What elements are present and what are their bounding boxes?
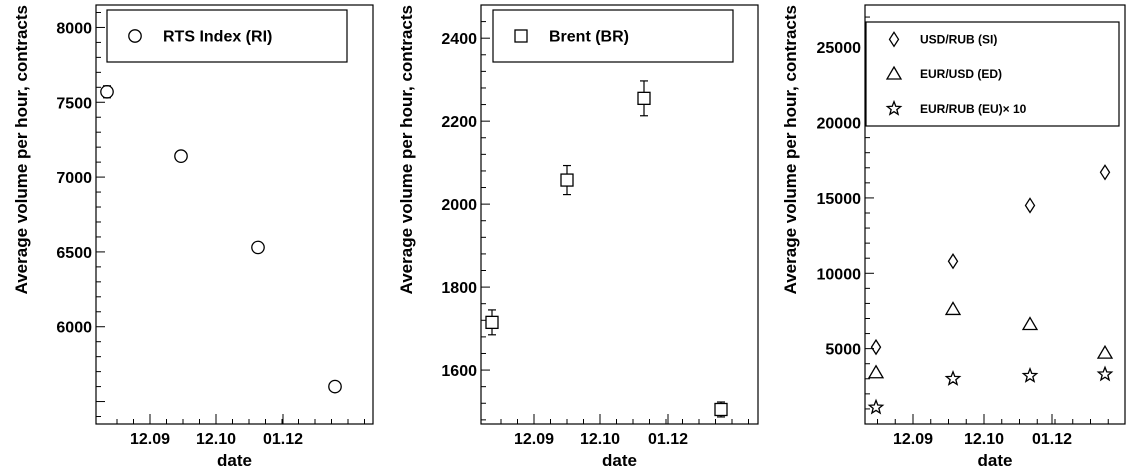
legend-marker-circle (128, 29, 142, 43)
chart-panel-3: 5000 10000 15000 20000 25000 12.09 12.10 01.12 d… (781, 4, 1126, 470)
y-tick-label: 10000 (817, 266, 862, 283)
data-point-square (485, 315, 499, 330)
series-1 (100, 84, 342, 394)
y-tick-label: 2400 (441, 31, 477, 48)
y-tick-label: 5000 (825, 342, 861, 359)
plot-frame (95, 4, 374, 425)
y-axis-label: Average volume per hour, contracts (781, 5, 800, 294)
legend-box (106, 9, 348, 63)
y-tick-label: 1600 (441, 363, 477, 380)
legend-label: EUR/USD (ED) (920, 67, 1002, 81)
x-axis-label: date (602, 451, 637, 470)
chart-panel-1: 6000 6500 7000 7500 8000 12.09 12.10 01.12 date A… (12, 4, 374, 470)
data-point-star (1021, 366, 1039, 383)
series-1 (870, 164, 1111, 356)
data-point-circle (328, 379, 342, 394)
y-tick-label: 8000 (56, 20, 92, 37)
series-3 (867, 365, 1114, 415)
y-tick-label: 2000 (441, 197, 477, 214)
legend-label: USD/RUB (SI) (920, 33, 997, 47)
y-tick-label: 1800 (441, 280, 477, 297)
legend: Brent (BR) (492, 9, 734, 63)
data-point-diamond (1024, 197, 1036, 214)
x-axis-label: date (978, 451, 1013, 470)
x-tick-label: 12.09 (893, 431, 933, 448)
legend-marker-star (885, 99, 903, 116)
legend-marker-diamond (888, 31, 900, 48)
legend-box (492, 9, 734, 63)
y-axis-label: Average volume per hour, contracts (12, 5, 31, 294)
legend-label: Brent (BR) (549, 29, 629, 46)
data-point-triangle (1021, 316, 1039, 331)
x-tick-label: 12.09 (514, 431, 554, 448)
data-point-star (867, 398, 885, 415)
y-tick-label: 6500 (56, 245, 92, 262)
y-tick-label: 7500 (56, 95, 92, 112)
y-tick-label: 25000 (817, 40, 862, 57)
x-tick-label: 12.09 (130, 431, 170, 448)
legend-label: RTS Index (RI) (163, 29, 272, 46)
series-2 (867, 301, 1114, 379)
legend-label: EUR/RUB (EU)× 10 (920, 102, 1027, 116)
y-tick-label: 6000 (56, 320, 92, 337)
y-axis-label: Average volume per hour, contracts (397, 5, 416, 294)
data-point-square (637, 91, 651, 105)
legend-box (865, 21, 1120, 127)
x-tick-label: 12.10 (196, 431, 236, 448)
data-point-star (944, 369, 962, 386)
data-point-diamond (870, 338, 882, 356)
y-tick-label: 15000 (817, 191, 862, 208)
plot-frame (480, 4, 759, 425)
data-point-circle (251, 240, 265, 255)
x-tick-label: 12.10 (964, 431, 1004, 448)
legend-marker-triangle (885, 65, 903, 80)
series-1 (485, 80, 728, 418)
x-tick-label: 12.10 (580, 431, 620, 448)
chart-panel-2: 1600 1800 2000 2200 2400 12.09 12.10 01.12 date A… (397, 4, 759, 470)
data-point-diamond (947, 253, 959, 270)
x-tick-label: 01.12 (263, 431, 303, 448)
data-point-triangle (1096, 344, 1114, 359)
legend: USD/RUB (SI) EUR/USD (ED) EUR/RUB (EU)× 10 (865, 21, 1120, 127)
y-tick-label: 2200 (441, 114, 477, 131)
plot-frame (864, 4, 1126, 425)
legend-marker-square (514, 29, 528, 43)
data-point-square (560, 173, 574, 187)
x-tick-label: 01.12 (648, 431, 688, 448)
data-point-star (1096, 365, 1114, 382)
data-point-circle (174, 149, 188, 163)
x-axis-label: date (217, 451, 252, 470)
y-tick-label: 7000 (56, 170, 92, 187)
legend: RTS Index (RI) (106, 9, 348, 63)
data-point-triangle (867, 364, 885, 379)
data-point-diamond (1099, 164, 1111, 181)
y-tick-label: 20000 (817, 116, 862, 133)
x-tick-label: 01.12 (1032, 431, 1072, 448)
data-point-square (714, 402, 728, 417)
data-point-circle (100, 84, 114, 99)
data-point-triangle (944, 301, 962, 316)
